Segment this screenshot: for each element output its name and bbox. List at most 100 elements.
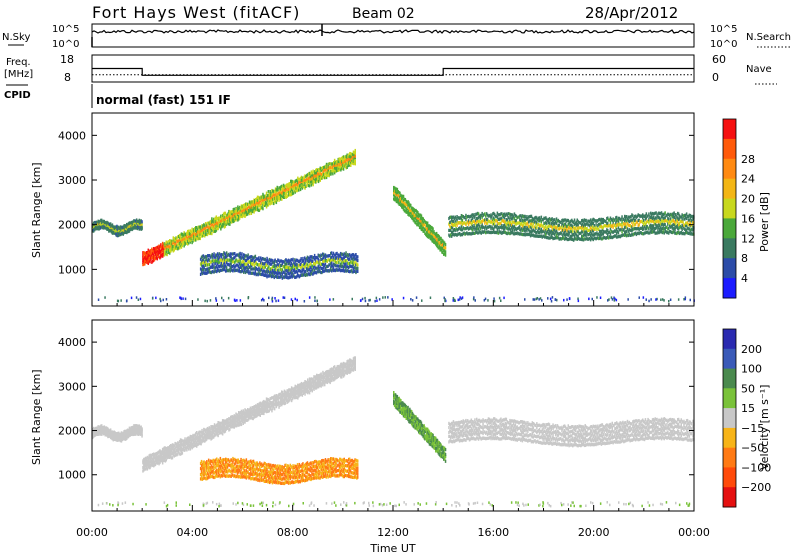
- echo-cell: [203, 233, 205, 237]
- echo-cell: [291, 180, 294, 184]
- echo-cell: [262, 207, 264, 211]
- echo-cell: [105, 226, 107, 230]
- echo-cell: [425, 220, 427, 225]
- echo-cell: [266, 194, 269, 198]
- echo-cell: [211, 265, 213, 270]
- echo-cell: [356, 262, 358, 266]
- echo-cell: [173, 246, 175, 250]
- echo-cell: [269, 271, 271, 275]
- echo-cell: [228, 268, 231, 272]
- echo-cell: [344, 269, 346, 273]
- echo-cell: [339, 163, 341, 167]
- noise-cell: [221, 296, 223, 300]
- echo-cell: [419, 219, 422, 223]
- echo-cell: [116, 233, 118, 238]
- echo-cell: [290, 179, 293, 183]
- echo-cell: [325, 165, 328, 170]
- echo-cell: [340, 252, 343, 256]
- echo-cell: [330, 251, 333, 255]
- echo-cell: [112, 227, 115, 231]
- echo-cell: [245, 205, 247, 209]
- echo-cell: [271, 188, 273, 193]
- echo-cell: [458, 232, 461, 236]
- y-tick-label: 2000: [58, 219, 86, 232]
- echo-cell: [265, 191, 268, 195]
- echo-cell: [292, 262, 294, 266]
- echo-cell: [204, 260, 206, 264]
- echo-cell: [352, 260, 354, 264]
- echo-cell: [437, 237, 440, 241]
- echo-cell: [253, 272, 256, 276]
- echo-cell: [356, 255, 358, 259]
- echo-cell: [125, 229, 127, 233]
- echo-cell: [400, 197, 402, 201]
- echo-cell: [290, 189, 292, 193]
- echo-cell: [306, 177, 308, 181]
- echo-cell: [234, 264, 237, 268]
- echo-cell: [344, 259, 346, 263]
- echo-cell: [279, 259, 282, 263]
- echo-cell: [232, 219, 235, 224]
- echo-cell: [150, 249, 152, 253]
- echo-cell: [172, 241, 175, 245]
- echo-cell: [263, 273, 266, 277]
- echo-cell: [287, 185, 289, 189]
- echo-cell: [303, 267, 305, 272]
- echo-cell: [461, 233, 464, 237]
- echo-cell: [471, 231, 473, 236]
- echo-cell: [448, 228, 450, 232]
- echo-cell: [187, 234, 190, 238]
- echo-cell: [343, 256, 345, 260]
- noise-cell: [608, 298, 610, 301]
- colorbar-tick-label: 16: [741, 212, 755, 225]
- echo-cell: [395, 187, 398, 191]
- echo-cell: [461, 218, 464, 223]
- echo-cell: [218, 221, 220, 225]
- echo-cell: [396, 187, 399, 192]
- echo-cell: [256, 272, 258, 276]
- echo-cell: [212, 222, 214, 226]
- echo-cell: [187, 229, 189, 234]
- echo-cell: [313, 261, 315, 265]
- echo-cell: [343, 159, 346, 163]
- echo-cell: [245, 265, 248, 269]
- echo-cell: [234, 254, 237, 258]
- echo-cell: [250, 208, 253, 212]
- echo-cell: [258, 263, 260, 267]
- noise-cell: [611, 298, 614, 301]
- echo-cell: [141, 427, 143, 431]
- echo-cell: [252, 200, 254, 204]
- echo-cell: [272, 189, 274, 193]
- echo-cell: [281, 268, 284, 272]
- echo-cell: [344, 265, 346, 269]
- echo-cell: [258, 208, 261, 212]
- echo-cell: [408, 206, 410, 210]
- echo-cell: [275, 194, 278, 198]
- echo-cell: [302, 264, 304, 268]
- echo-cell: [401, 199, 403, 203]
- echo-cell: [208, 263, 211, 267]
- echo-cell: [225, 255, 227, 259]
- echo-cell: [450, 220, 452, 224]
- echo-cell: [236, 263, 239, 267]
- echo-cell: [126, 230, 129, 234]
- echo-cell: [288, 272, 291, 276]
- echo-cell: [337, 157, 339, 162]
- echo-cell: [161, 241, 164, 245]
- echo-cell: [410, 214, 412, 218]
- echo-cell: [351, 157, 354, 161]
- echo-cell: [304, 265, 306, 269]
- echo-cell: [300, 273, 302, 277]
- echo-cell: [299, 265, 301, 269]
- echo-cell: [220, 261, 222, 265]
- echo-cell: [179, 242, 182, 246]
- echo-cell: [266, 263, 268, 267]
- echo-cell: [241, 215, 244, 219]
- echo-cell: [337, 264, 339, 268]
- power-echoes: [92, 148, 695, 303]
- echo-cell: [169, 247, 172, 252]
- echo-cell: [116, 231, 118, 235]
- nsky-tick-top: 10^5: [52, 24, 79, 35]
- echo-cell: [293, 189, 296, 193]
- echo-cell: [182, 240, 184, 244]
